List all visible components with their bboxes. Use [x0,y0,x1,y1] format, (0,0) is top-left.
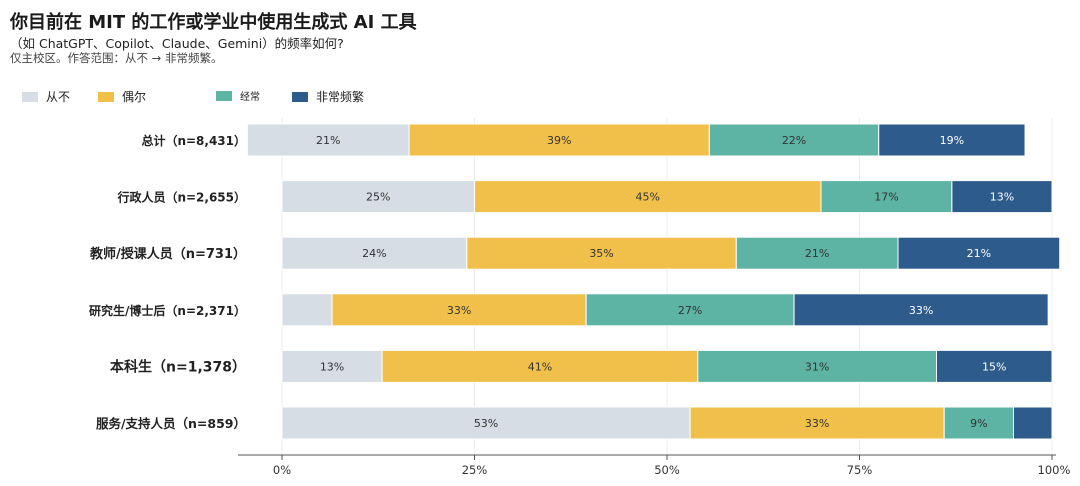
bar-segment [381,349,699,383]
bar-segment [466,236,737,270]
data-label: 17% [874,191,898,204]
data-label: 15% [982,360,1006,373]
category-label: 研究生/博士后（n=2,371） [89,303,246,318]
x-tick-label: 75% [847,463,873,477]
chart-note: 仅主校区。作答范围：从不 → 非常频繁。 [10,51,223,65]
bar-segment [689,406,945,440]
x-tick-label: 100% [1038,463,1071,477]
chart-subtitle: （如 ChatGPT、Copilot、Claude、Gemini）的频率如何? [10,36,344,51]
data-label: 22% [782,134,806,147]
bar-segment [793,293,1049,327]
x-tick-label: 50% [654,463,680,477]
bar-segment [936,349,1053,383]
x-tick-label: 25% [462,463,488,477]
bar-segment [474,180,822,214]
bar-segment [820,180,953,214]
data-label: 9% [970,417,987,430]
bar-segment [331,293,587,327]
data-label: 33% [909,304,933,317]
data-label: 31% [805,360,829,373]
data-label: 13% [990,191,1014,204]
bar-segment [281,236,468,270]
bar-segment [878,123,1026,157]
data-label: 39% [547,134,571,147]
data-label: 53% [474,417,498,430]
bar-segment [951,180,1053,214]
category-label: 教师/授课人员（n=731） [89,246,246,262]
bar-segment [735,236,899,270]
category-label: 服务/支持人员（n=859） [96,416,246,431]
category-label: 行政人员（n=2,655） [116,190,246,205]
data-label: 41% [528,360,552,373]
data-label: 19% [940,134,964,147]
data-label: 45% [636,191,660,204]
data-label: 25% [366,191,390,204]
bar-segment [585,293,795,327]
data-label: 33% [447,304,471,317]
data-label: 33% [805,417,829,430]
data-label: 27% [678,304,702,317]
data-label: 24% [362,247,386,260]
bar-segment [281,180,475,214]
category-label: 总计（n=8,431） [141,133,246,148]
bar-segment [697,349,937,383]
data-label: 21% [967,247,991,260]
bar-segment [281,406,691,440]
bar-segment [281,293,333,327]
bar-segment [281,349,383,383]
chart-title: 你目前在 MIT 的工作或学业中使用生成式 AI 工具 [10,12,417,33]
category-label: 本科生（n=1,378） [110,358,246,375]
bar-segment [897,236,1061,270]
bar-segment [1013,406,1053,440]
data-label: 35% [589,247,613,260]
x-tick-label: 0% [273,463,291,477]
bar-segment [943,406,1015,440]
data-label: 21% [805,247,829,260]
data-label: 13% [320,360,344,373]
data-label: 21% [316,134,340,147]
